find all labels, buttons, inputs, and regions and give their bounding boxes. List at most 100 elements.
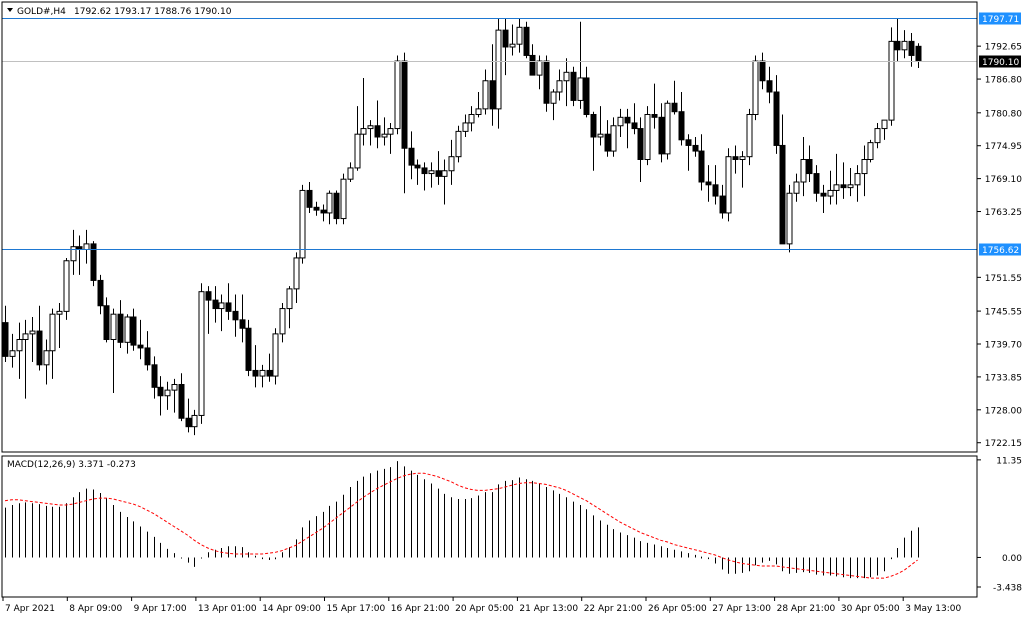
level-label-box <box>979 243 1021 256</box>
bull-candle-body <box>448 156 455 172</box>
bear-candle-body <box>583 77 590 115</box>
candle <box>117 300 124 348</box>
candle <box>556 69 563 101</box>
candle <box>448 139 455 185</box>
candle <box>333 190 340 225</box>
candle <box>664 100 671 160</box>
bear-candle-body <box>421 167 428 175</box>
candle <box>63 257 70 320</box>
y-tick-label: 1722.15 <box>985 439 1022 449</box>
candle <box>610 117 617 157</box>
candle <box>70 229 77 275</box>
y-tick-label: 1751.55 <box>985 274 1022 284</box>
candle <box>340 173 347 225</box>
bear-candle-body <box>915 45 922 62</box>
candle <box>604 120 611 157</box>
candle <box>259 364 266 388</box>
bull-candle-body <box>847 184 854 189</box>
candle <box>313 201 320 216</box>
candle <box>2 305 9 362</box>
bull-candle-body <box>9 350 16 357</box>
candle <box>394 55 401 135</box>
candle <box>915 43 922 69</box>
candle <box>286 286 293 329</box>
candle <box>651 83 658 129</box>
bull-candle-body <box>259 369 266 377</box>
bear-candle-body <box>151 364 158 388</box>
macd-signal-line <box>4 472 918 579</box>
bull-candle-body <box>664 102 671 155</box>
bear-candle-body <box>624 116 631 124</box>
current-price-box <box>979 55 1021 68</box>
bear-candle-body <box>692 144 699 152</box>
bull-candle-body <box>367 125 374 130</box>
candle <box>550 89 557 121</box>
candle <box>144 331 151 371</box>
x-tick-label: 16 Apr 21:00 <box>391 604 450 614</box>
candle <box>577 21 584 109</box>
candle <box>266 353 273 382</box>
candle <box>529 44 536 76</box>
y-tick-label: 1792.65 <box>985 43 1022 53</box>
bull-candle-body <box>867 142 874 160</box>
candle <box>901 30 908 59</box>
bull-candle-body <box>191 414 198 428</box>
candle <box>475 92 482 118</box>
candle <box>157 376 164 416</box>
candle <box>171 378 178 413</box>
candle <box>178 373 185 422</box>
candle <box>272 328 279 385</box>
macd-tick-label: 0.00 <box>1002 554 1022 564</box>
bull-candle-body <box>854 173 861 186</box>
bear-candle-body <box>806 159 813 175</box>
candle <box>151 356 158 399</box>
bull-candle-body <box>597 133 604 138</box>
bull-candle-body <box>110 313 117 340</box>
candle <box>847 167 854 197</box>
candle <box>232 294 239 337</box>
candle <box>624 108 631 149</box>
candle <box>354 106 361 171</box>
bear-candle-body <box>401 60 408 149</box>
candle <box>347 162 354 182</box>
bull-candle-body <box>56 310 63 315</box>
bull-candle-body <box>381 133 388 138</box>
candle <box>806 145 813 182</box>
candle <box>685 134 692 171</box>
y-tick-label: 1780.80 <box>985 109 1022 119</box>
candle <box>523 21 530 59</box>
y-tick-label: 1763.25 <box>985 208 1022 218</box>
bull-candle-body <box>475 108 482 115</box>
ohlc-readout: 1792.62 1793.17 1788.76 1790.10 <box>74 7 232 17</box>
x-tick-label: 20 Apr 05:00 <box>455 604 514 614</box>
candle <box>49 308 56 379</box>
candle <box>563 58 570 107</box>
x-tick-label: 26 Apr 05:00 <box>648 604 707 614</box>
bear-candle-body <box>759 60 766 82</box>
bear-candle-body <box>144 347 151 366</box>
triangle-down-icon[interactable] <box>7 8 13 12</box>
y-tick-label: 1786.80 <box>985 76 1022 86</box>
bull-candle-body <box>725 156 732 214</box>
candle <box>712 165 719 205</box>
candle-series <box>2 18 977 436</box>
candle <box>225 283 232 320</box>
bear-candle-body <box>705 181 712 186</box>
x-tick-label: 9 Apr 17:00 <box>134 604 187 614</box>
bear-candle-body <box>157 386 164 397</box>
candle <box>590 111 597 171</box>
bear-candle-body <box>435 170 442 177</box>
x-tick-label: 21 Apr 13:00 <box>519 604 578 614</box>
level-label-box <box>979 12 1021 25</box>
bear-candle-body <box>137 344 144 349</box>
bear-candle-body <box>374 125 381 138</box>
candle <box>36 305 43 371</box>
bear-candle-body <box>820 192 827 197</box>
current-price-text: 1790.10 <box>982 58 1019 68</box>
bull-candle-body <box>340 178 347 220</box>
bear-candle-body <box>205 291 212 301</box>
price-panel-frame <box>1 1 978 453</box>
bull-candle-body <box>800 159 807 183</box>
